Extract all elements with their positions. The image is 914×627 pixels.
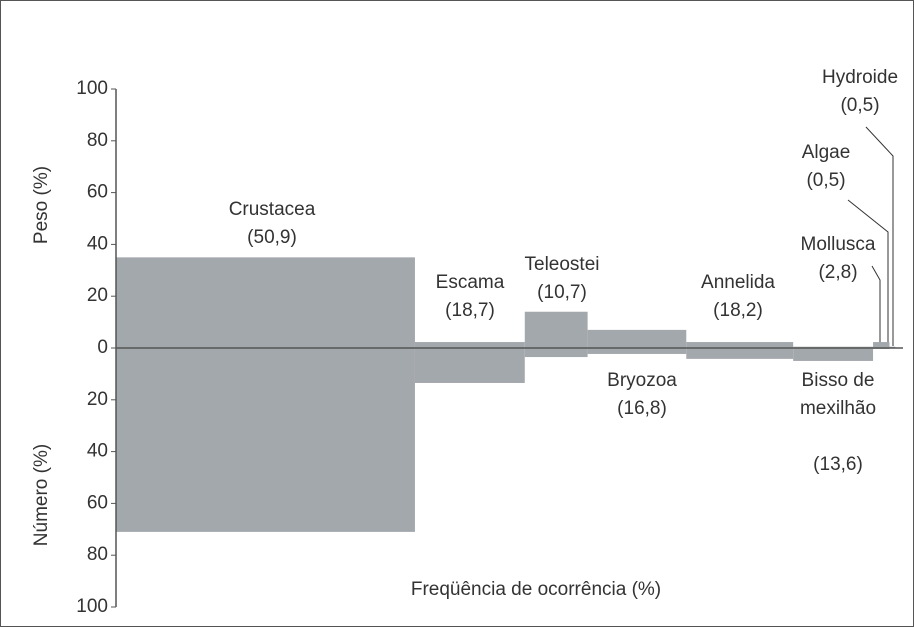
frequency-label: (16,8) [617, 398, 667, 419]
number-bar [686, 348, 794, 359]
number-bar [587, 348, 687, 354]
category-label: Escama [435, 272, 505, 293]
y2-axis-label: Número (%) [31, 444, 52, 546]
frequency-label: (18,7) [445, 300, 495, 321]
leader-lines [847, 126, 894, 346]
y-tick-label: 20 [87, 285, 108, 306]
number-bar [116, 348, 415, 532]
number-bar [793, 348, 874, 361]
frequency-label: (0,5) [806, 170, 846, 191]
category-label: Mollusca [800, 234, 876, 255]
frequency-label: (18,2) [713, 300, 763, 321]
y2-tick-label: 20 [87, 389, 108, 410]
number-bar [524, 348, 588, 358]
frequency-label: (50,9) [247, 227, 297, 248]
weight-bar [524, 311, 588, 348]
y2-tick-label: 80 [87, 544, 108, 565]
y2-tick-label: 40 [87, 441, 108, 462]
y-tick-label: 0 [97, 337, 108, 358]
y2-tick-label: 60 [87, 492, 108, 513]
frequency-label: (2,8) [818, 262, 858, 283]
weight-bar [587, 329, 687, 348]
leader-line [871, 265, 881, 344]
y2-tick-label: 100 [76, 596, 108, 617]
weight-bar [116, 257, 415, 348]
y-tick-label: 100 [76, 78, 108, 99]
y-tick-label: 80 [87, 130, 108, 151]
frequency-label: (13,6) [813, 454, 863, 475]
y-tick-label: 60 [87, 182, 108, 203]
category-label: Bisso de mexilhão [799, 370, 877, 419]
x-axis-label: Freqüência de ocorrência (%) [411, 579, 661, 600]
frequency-label: (0,5) [840, 95, 880, 116]
frequency-label: (10,7) [537, 282, 587, 303]
leader-line [865, 126, 894, 346]
leader-line [847, 199, 889, 346]
category-label: Bryozoa [607, 370, 677, 391]
category-label: Algae [801, 142, 851, 163]
y-axis-label: Peso (%) [31, 166, 52, 244]
weight-bar [686, 342, 794, 348]
category-label: Crustacea [228, 199, 316, 220]
weight-bar [873, 342, 890, 348]
y-tick-label: 40 [87, 233, 108, 254]
weight-bar [414, 342, 525, 348]
category-label: Hydroide [821, 67, 899, 88]
category-label: Annelida [701, 272, 775, 293]
category-label: Teleostei [524, 254, 600, 275]
number-bar [414, 348, 525, 383]
